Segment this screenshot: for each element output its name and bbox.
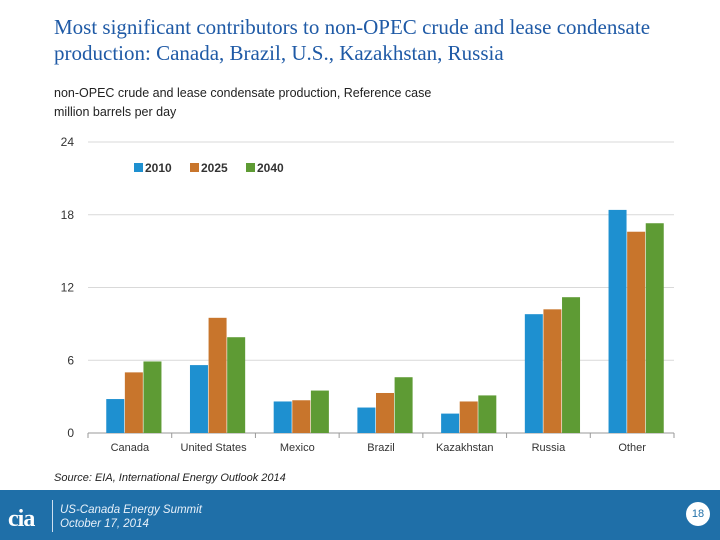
y-tick-label: 0 — [67, 426, 74, 440]
bar-2040 — [143, 361, 162, 433]
chart-subtitle: non-OPEC crude and lease condensate prod… — [54, 84, 431, 122]
bar-2025 — [208, 317, 227, 433]
legend-label-2010: 2010 — [145, 161, 172, 175]
legend-swatch-2025 — [190, 163, 199, 172]
y-tick-label: 18 — [61, 208, 75, 222]
y-tick-label: 12 — [61, 281, 75, 295]
x-tick-label: Brazil — [367, 442, 395, 454]
bar-2040 — [645, 223, 664, 433]
legend-label-2025: 2025 — [201, 161, 228, 175]
bar-2010 — [441, 413, 460, 433]
legend-swatch-2010 — [134, 163, 143, 172]
footer-event-name: US-Canada Energy Summit — [60, 504, 202, 516]
footer-divider — [52, 500, 53, 532]
bar-2025 — [376, 392, 394, 433]
logo-text: cia — [8, 506, 35, 532]
legend-label-2040: 2040 — [257, 161, 284, 175]
legend-swatch-2040 — [246, 163, 255, 172]
bar-chart: 0 6 12 18 24 Canada United States Mexico Brazil K… — [61, 135, 675, 454]
bar-2025 — [459, 401, 478, 433]
bar-2025 — [292, 400, 311, 433]
bar-2040 — [394, 377, 413, 433]
footer-bar: cia US-Canada Energy Summit October 17, … — [0, 490, 720, 540]
slide-title: Most significant contributors to non-OPE… — [54, 15, 651, 65]
bar-2040 — [310, 390, 329, 433]
bar-2040 — [227, 337, 246, 433]
bar-2025 — [627, 231, 646, 433]
footer-event: US-Canada Energy Summit October 17, 2014 — [60, 503, 202, 531]
source-note: Source: EIA, International Energy Outloo… — [54, 472, 286, 484]
bar-2025 — [124, 372, 143, 433]
x-tick-label: United States — [181, 442, 248, 454]
x-tick-label: Other — [618, 442, 646, 454]
bar-2010 — [106, 399, 125, 433]
x-tick-label: Mexico — [280, 442, 315, 454]
subtitle-line-1: non-OPEC crude and lease condensate prod… — [54, 86, 432, 100]
bar-2010 — [357, 407, 376, 433]
bar-2040 — [478, 395, 497, 433]
y-tick-label: 6 — [67, 353, 74, 367]
x-tick-label: Russia — [532, 442, 567, 454]
footer-event-date: October 17, 2014 — [60, 518, 149, 530]
bar-2040 — [562, 297, 581, 433]
x-tick-label: Canada — [111, 442, 150, 454]
x-tick-label: Kazakhstan — [436, 442, 493, 454]
bar-2025 — [543, 309, 562, 433]
page-number: 18 — [686, 502, 710, 526]
cia-logo-icon: cia — [6, 500, 52, 534]
bar-2010 — [524, 314, 543, 433]
bar-2010 — [189, 365, 208, 433]
bar-2010 — [273, 401, 292, 433]
y-tick-label: 24 — [61, 135, 75, 149]
subtitle-units: million barrels per day — [54, 105, 177, 119]
bar-2010 — [608, 209, 627, 433]
